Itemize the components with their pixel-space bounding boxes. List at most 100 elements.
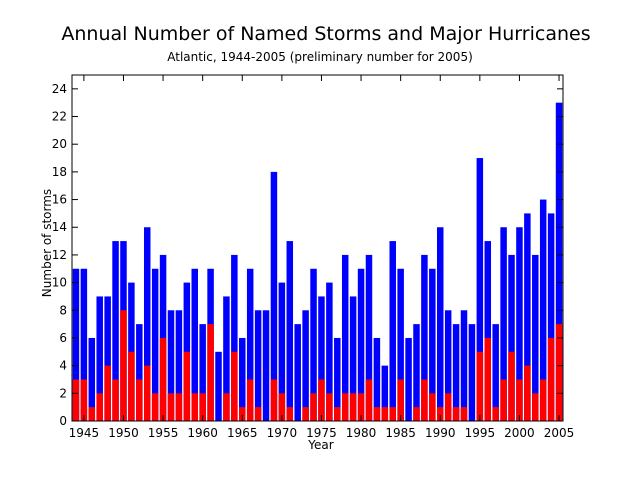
major-hurricanes-bar-1949: [112, 379, 119, 421]
y-tick-label-18: 18: [52, 165, 67, 179]
major-hurricanes-bar-2001: [524, 365, 531, 421]
major-hurricanes-bar-1950: [120, 310, 127, 421]
named-storms-bar-1982: [373, 337, 381, 421]
major-hurricanes-bar-1977: [334, 407, 341, 421]
y-axis-label: Number of storms: [40, 189, 54, 297]
x-tick-label-1955: 1955: [148, 426, 179, 440]
major-hurricanes-bar-1981: [365, 379, 373, 421]
y-tick-label-4: 4: [59, 359, 67, 373]
major-hurricanes-bar-1954: [151, 393, 159, 421]
named-storms-bar-1967: [254, 310, 262, 421]
major-hurricanes-bar-1975: [318, 379, 325, 421]
named-storms-bar-1985: [397, 268, 404, 421]
major-hurricanes-bar-1956: [167, 393, 175, 421]
named-storms-bar-1957: [175, 310, 183, 421]
named-storms-bar-1956: [167, 310, 175, 421]
y-tick-label-8: 8: [59, 303, 67, 317]
y-tick-label-2: 2: [59, 386, 67, 400]
major-hurricanes-bar-1947: [96, 393, 103, 421]
named-storms-bar-1975: [318, 296, 325, 421]
y-tick-label-16: 16: [52, 193, 67, 207]
major-hurricanes-bar-1987: [413, 407, 420, 421]
major-hurricanes-bar-1966: [246, 379, 254, 421]
major-hurricanes-bar-1999: [508, 351, 515, 421]
major-hurricanes-bar-1960: [199, 393, 206, 421]
named-storms-bar-1998: [500, 227, 507, 421]
named-storms-bar-1960: [199, 324, 206, 421]
named-storms-bar-1966: [246, 268, 254, 421]
major-hurricanes-bar-1967: [254, 407, 262, 421]
major-hurricanes-bar-1965: [239, 407, 246, 421]
named-storms-bar-1989: [429, 268, 436, 421]
x-tick-label-2005: 2005: [544, 426, 575, 440]
major-hurricanes-bar-1982: [373, 407, 381, 421]
major-hurricanes-bar-1944: [72, 379, 80, 421]
named-storms-bar-1946: [88, 337, 96, 421]
x-tick-label-1990: 1990: [425, 426, 456, 440]
x-tick-label-1995: 1995: [465, 426, 496, 440]
bars-group: [72, 102, 563, 422]
named-storms-bar-1979: [349, 296, 357, 421]
named-storms-bar-1944: [72, 268, 80, 421]
major-hurricanes-bar-2002: [532, 393, 539, 421]
major-hurricanes-bar-1964: [231, 351, 238, 421]
named-storms-bar-1974: [310, 268, 317, 421]
named-storms-bar-1969: [270, 171, 278, 421]
y-tick-label-14: 14: [52, 220, 67, 234]
named-storms-bar-1972: [294, 324, 301, 421]
named-storms-bar-2005: [555, 102, 563, 422]
y-tick-label-12: 12: [52, 248, 67, 262]
y-tick-label-6: 6: [59, 331, 67, 345]
named-storms-bar-1948: [104, 296, 111, 421]
named-storms-bar-1962: [215, 351, 222, 421]
major-hurricanes-bar-1990: [437, 407, 444, 421]
named-storms-bar-1991: [444, 310, 452, 421]
named-storms-bar-1953: [143, 227, 151, 421]
major-hurricanes-bar-2004: [547, 337, 555, 421]
major-hurricanes-bar-1948: [104, 365, 111, 421]
major-hurricanes-bar-1973: [302, 407, 309, 421]
named-storms-bar-1952: [136, 324, 143, 421]
named-storms-bar-1992: [452, 324, 460, 421]
y-tick-label-24: 24: [52, 82, 67, 96]
major-hurricanes-bar-1988: [421, 379, 428, 421]
named-storms-bar-1963: [223, 296, 230, 421]
named-storms-bar-1983: [381, 365, 389, 421]
named-storms-bar-1959: [191, 268, 198, 421]
major-hurricanes-bar-1971: [286, 407, 294, 421]
x-tick-label-1975: 1975: [306, 426, 337, 440]
major-hurricanes-bar-1995: [476, 351, 484, 421]
named-storms-bar-1981: [365, 254, 373, 421]
named-storms-bar-2000: [516, 227, 523, 421]
named-storms-bar-1999: [508, 254, 515, 421]
major-hurricanes-bar-1985: [397, 379, 404, 421]
major-hurricanes-bar-1959: [191, 393, 198, 421]
major-hurricanes-bar-1952: [136, 379, 143, 421]
major-hurricanes-bar-1980: [357, 393, 365, 421]
major-hurricanes-bar-1946: [88, 407, 96, 421]
major-hurricanes-bar-1963: [223, 393, 230, 421]
named-storms-bar-1993: [460, 310, 468, 421]
named-storms-bar-1971: [286, 241, 294, 421]
major-hurricanes-bar-1992: [452, 407, 460, 421]
named-storms-bar-1949: [112, 241, 119, 421]
named-storms-bar-2003: [539, 199, 547, 421]
major-hurricanes-bar-1970: [278, 393, 286, 421]
named-storms-bar-1978: [341, 254, 349, 421]
named-storms-bar-1977: [334, 337, 341, 421]
major-hurricanes-bar-1978: [341, 393, 349, 421]
named-storms-bar-1965: [239, 337, 246, 421]
named-storms-bar-1987: [413, 324, 420, 421]
major-hurricanes-bar-1998: [500, 379, 507, 421]
named-storms-bar-1964: [231, 254, 238, 421]
major-hurricanes-bar-1997: [492, 407, 499, 421]
named-storms-bar-1994: [468, 324, 476, 421]
major-hurricanes-bar-1969: [270, 379, 278, 421]
named-storms-bar-1947: [96, 296, 103, 421]
major-hurricanes-bar-1961: [207, 324, 214, 421]
y-tick-label-22: 22: [52, 110, 67, 124]
named-storms-bar-1973: [302, 310, 309, 421]
named-storms-bar-1988: [421, 254, 428, 421]
major-hurricanes-bar-1996: [484, 337, 492, 421]
